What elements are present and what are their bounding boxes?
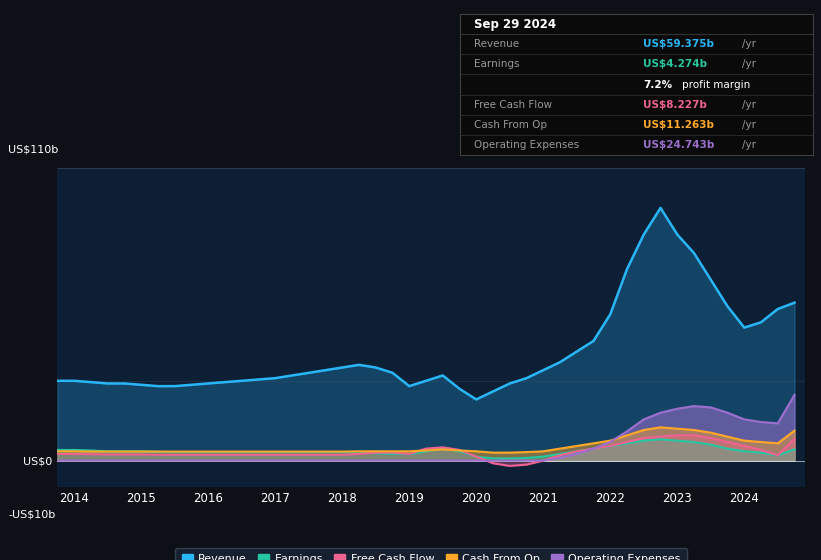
Text: Cash From Op: Cash From Op (474, 120, 547, 130)
Legend: Revenue, Earnings, Free Cash Flow, Cash From Op, Operating Expenses: Revenue, Earnings, Free Cash Flow, Cash … (175, 548, 687, 560)
Text: /yr: /yr (742, 140, 756, 150)
Text: /yr: /yr (742, 100, 756, 110)
Text: US$4.274b: US$4.274b (644, 59, 708, 69)
Text: Earnings: Earnings (474, 59, 520, 69)
Text: /yr: /yr (742, 59, 756, 69)
Text: Sep 29 2024: Sep 29 2024 (474, 17, 556, 31)
Text: -US$10b: -US$10b (8, 510, 56, 520)
Text: Free Cash Flow: Free Cash Flow (474, 100, 552, 110)
Text: US$24.743b: US$24.743b (644, 140, 715, 150)
Text: /yr: /yr (742, 120, 756, 130)
Text: US$110b: US$110b (8, 144, 58, 154)
Text: /yr: /yr (742, 39, 756, 49)
Text: Revenue: Revenue (474, 39, 519, 49)
Text: 7.2%: 7.2% (644, 80, 672, 90)
Text: US$11.263b: US$11.263b (644, 120, 714, 130)
Text: profit margin: profit margin (682, 80, 750, 90)
Text: Operating Expenses: Operating Expenses (474, 140, 579, 150)
Text: US$8.227b: US$8.227b (644, 100, 707, 110)
Text: US$59.375b: US$59.375b (644, 39, 714, 49)
